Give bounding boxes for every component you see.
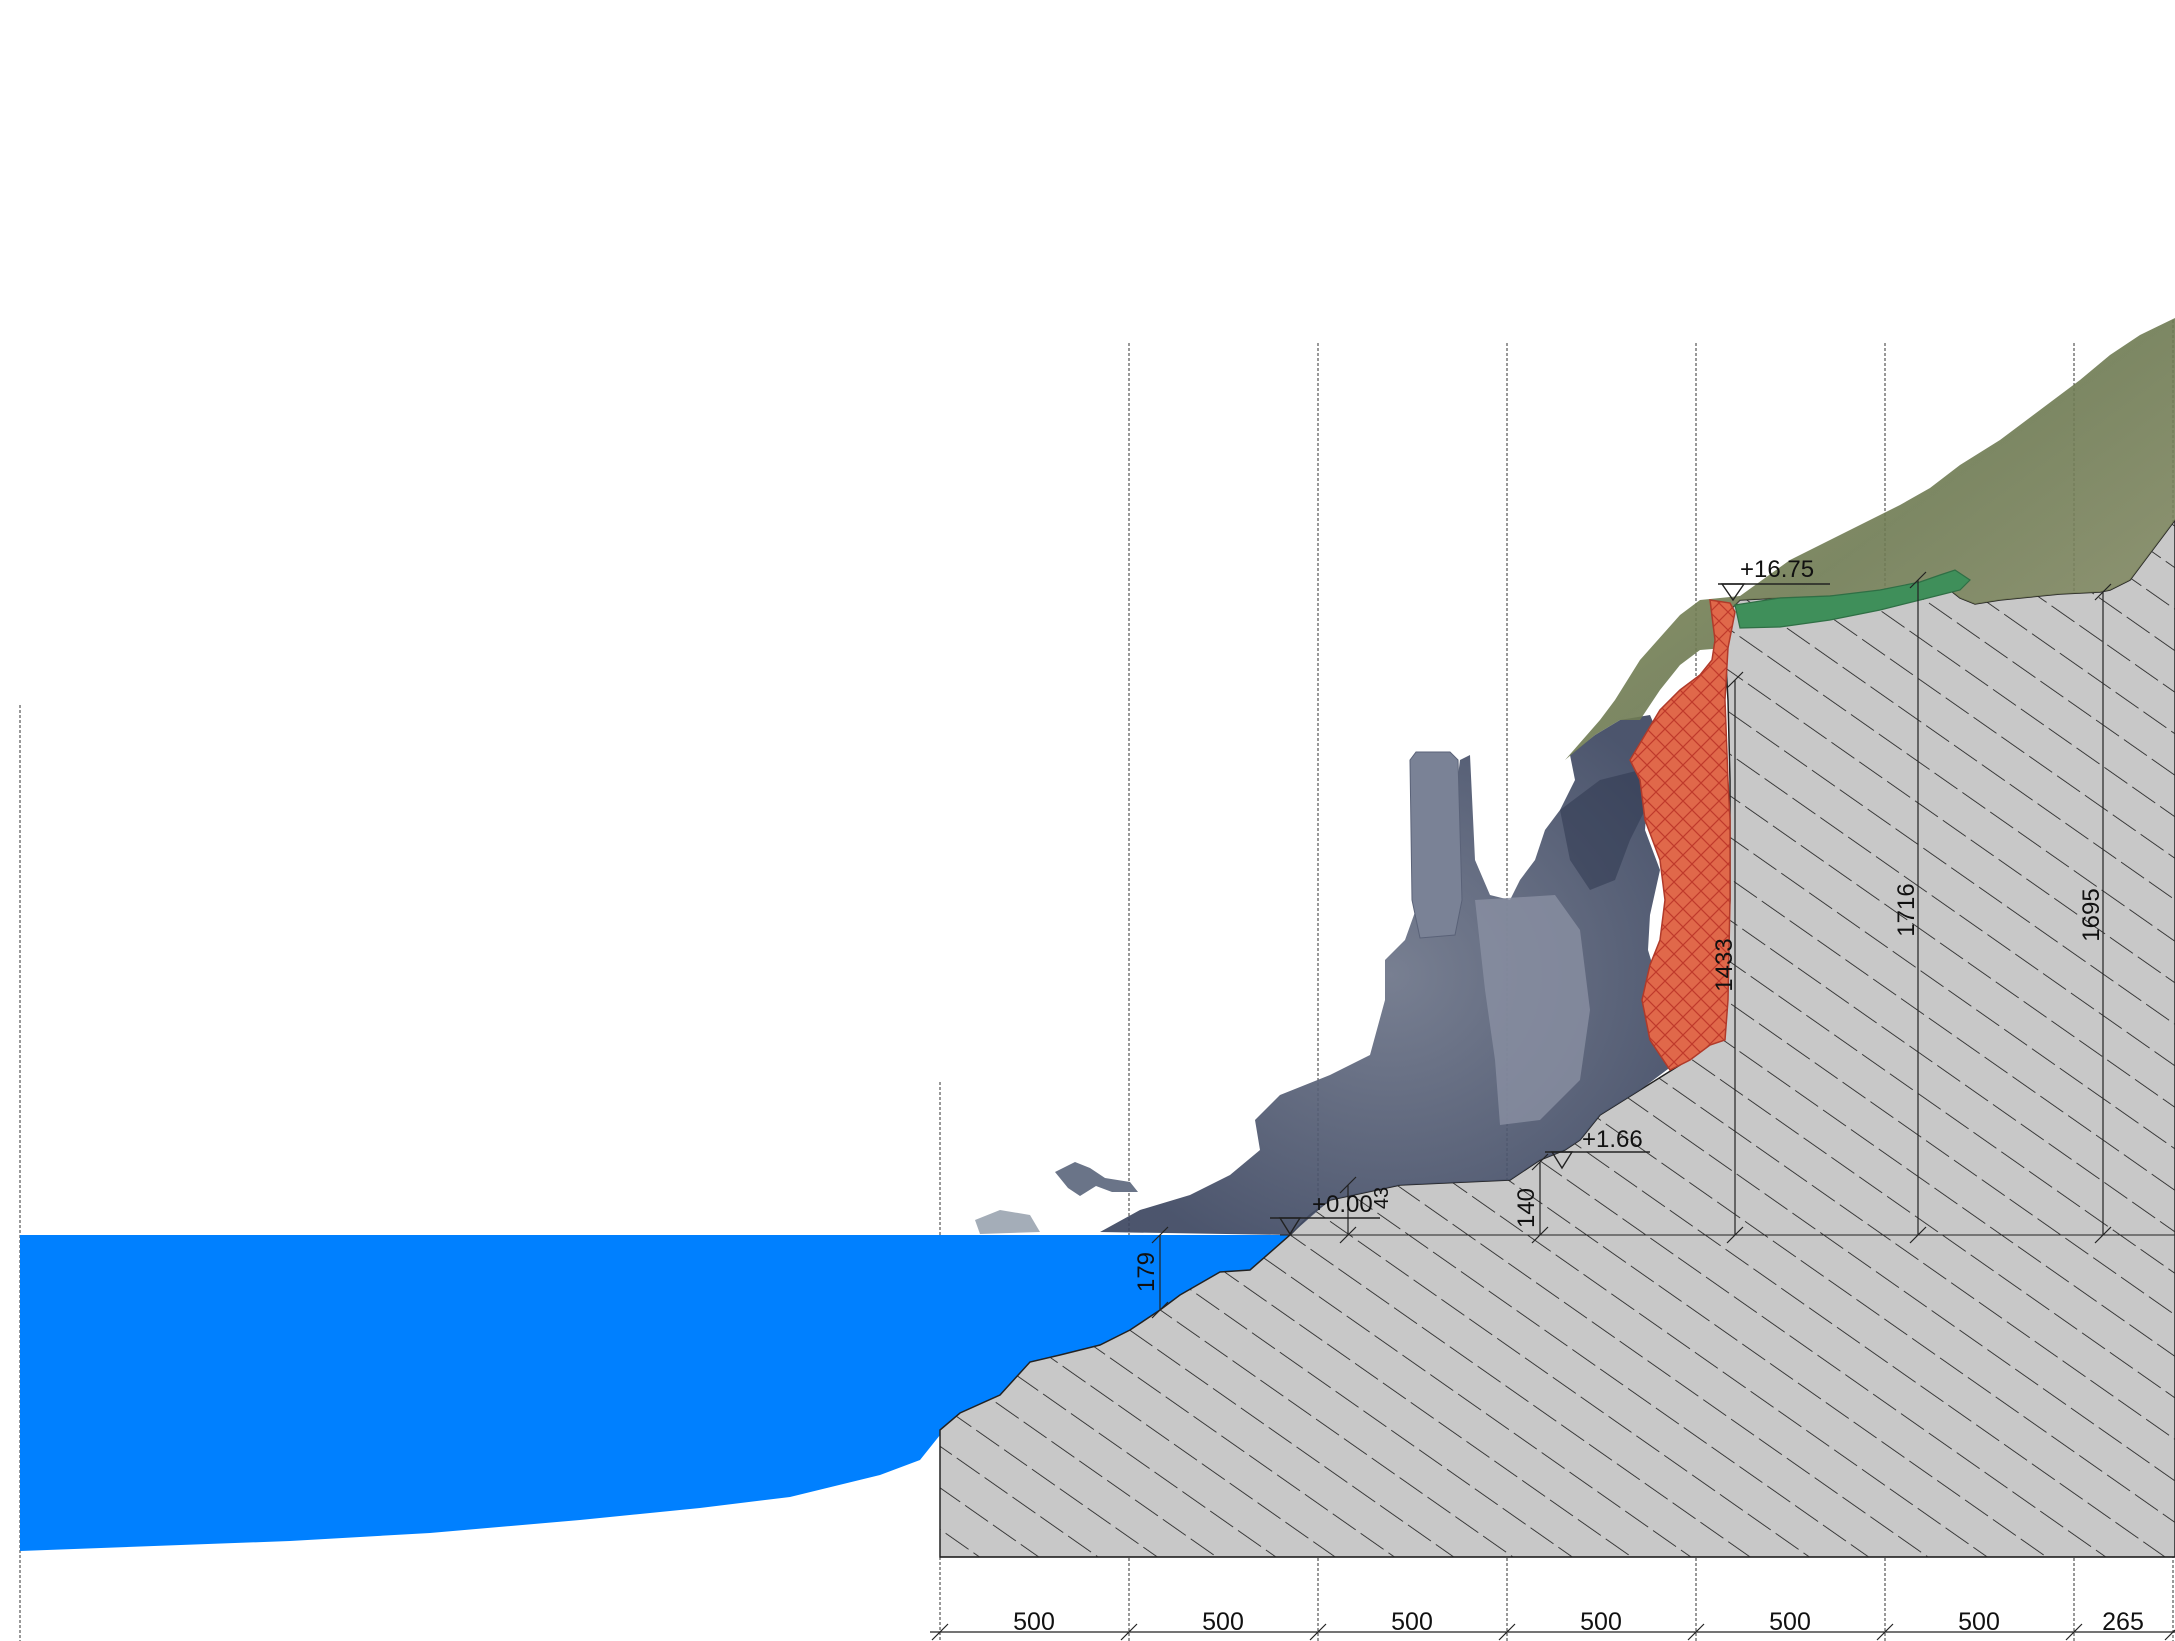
- bottom-dimension-labels: 500 500 500 500 500 500 265: [1013, 1608, 2144, 1636]
- elevation-marker-step: +1.66: [1545, 1126, 1650, 1170]
- dim-1716: 1716: [1893, 883, 1920, 936]
- dim-label-1: 500: [1013, 1608, 1055, 1636]
- elevation-base: +0.00: [1312, 1191, 1373, 1218]
- elevation-marker-top: +16.75: [1718, 556, 1830, 602]
- dim-label-4: 500: [1580, 1608, 1622, 1636]
- rock-mass: [975, 715, 1680, 1235]
- elevation-step: +1.66: [1582, 1126, 1643, 1153]
- bottom-dimension-band: [930, 1556, 2175, 1641]
- elevation-marker-base: +0.00: [1270, 1191, 1380, 1236]
- elevation-top: +16.75: [1740, 556, 1814, 583]
- dim-1695: 1695: [2078, 888, 2105, 941]
- dim-label-6: 500: [1958, 1608, 2000, 1636]
- green-fill: [1734, 569, 1971, 629]
- water-body: [20, 1235, 1290, 1551]
- dim-label-2: 500: [1202, 1608, 1244, 1636]
- retaining-wall: [1629, 599, 1736, 1071]
- dim-179: 179: [1133, 1252, 1160, 1292]
- vertical-dimension-lines: [1151, 571, 2112, 1319]
- vegetation-slope: [1565, 318, 2175, 760]
- dim-1433: 1433: [1711, 938, 1738, 991]
- dim-140: 140: [1513, 1188, 1540, 1228]
- dim-label-3: 500: [1391, 1608, 1433, 1636]
- vertical-dimension-labels: 179 43 140 1433 1716 1695: [1133, 883, 2105, 1292]
- dim-43: 43: [1371, 1187, 1393, 1209]
- dim-label-7: 265: [2102, 1608, 2144, 1636]
- dim-label-5: 500: [1769, 1608, 1811, 1636]
